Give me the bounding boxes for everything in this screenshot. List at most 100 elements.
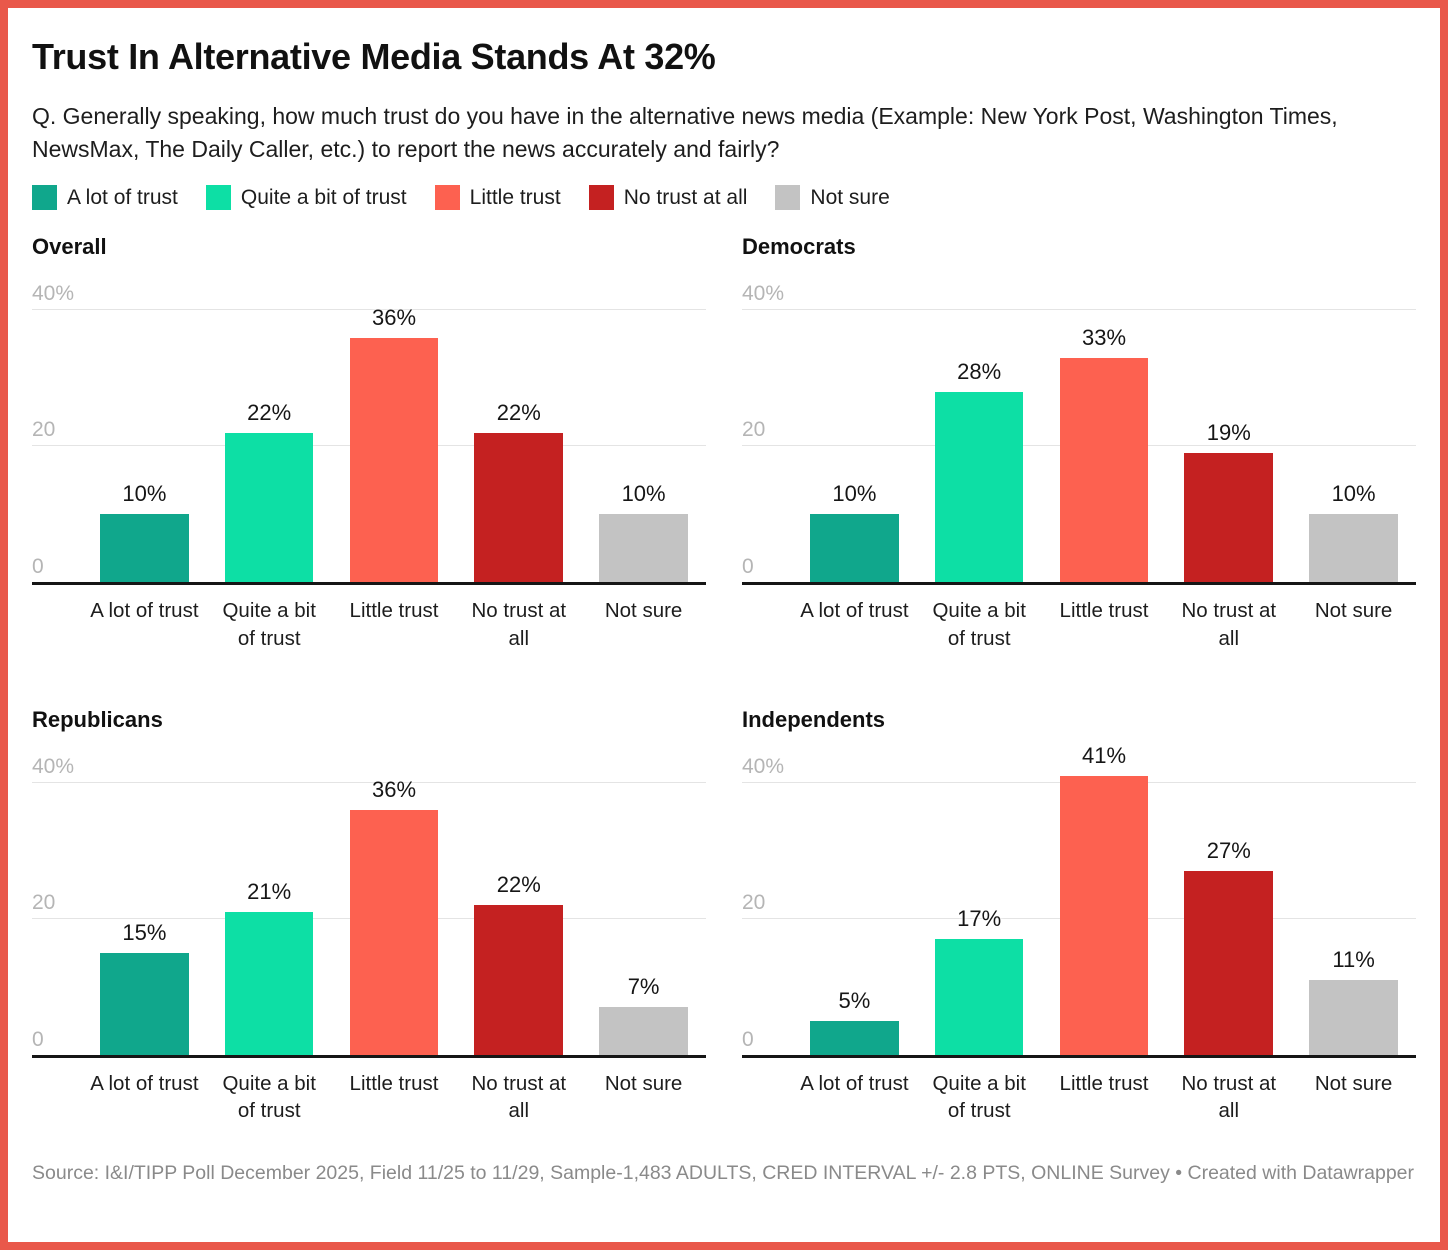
- legend-label: No trust at all: [623, 185, 748, 209]
- bar-columns: 10% 22% 36% 22% 10%: [82, 276, 706, 583]
- bar: [934, 391, 1024, 583]
- y-tick-label: 40%: [742, 754, 785, 778]
- x-category-label: No trust at all: [1181, 1071, 1277, 1123]
- bar-value-label: 27%: [1206, 838, 1251, 864]
- bar: [810, 514, 899, 583]
- panel-democrats: Democrats 0 20 40% 10% 28% 33% 19% 10% A lot of t…: [742, 234, 1416, 652]
- category-labels: A lot of trust Quite a bit of trust Little…: [82, 1070, 706, 1125]
- legend-swatch: [434, 185, 460, 211]
- x-category-label: Little trust: [349, 1071, 439, 1095]
- bar-column: 28%: [917, 276, 1042, 583]
- plot-area: 0 20 40% 15% 21% 36% 22% 7%: [32, 749, 706, 1058]
- legend-item: Quite a bit of trust: [205, 185, 407, 211]
- legend-swatch: [32, 185, 57, 211]
- bar: [1309, 514, 1398, 583]
- panel-overall: Overall 0 20 40% 10% 22% 36% 22% 10% A lot of tru…: [32, 234, 706, 652]
- bar-value-label: 21%: [247, 878, 292, 904]
- legend: A lot of trust Quite a bit of trust Little…: [32, 185, 1416, 211]
- chart-title: Trust In Alternative Media Stands At 32%: [32, 36, 716, 77]
- bar-value-label: 22%: [496, 399, 541, 425]
- y-tick-label: 20: [742, 890, 766, 914]
- x-category-label: A lot of trust: [90, 599, 199, 623]
- x-axis-baseline: [742, 582, 1416, 586]
- bar-column: 41%: [1042, 744, 1167, 1055]
- bar-value-label: 10%: [621, 481, 666, 507]
- source-note: Source: I&I/TIPP Poll December 2025, Fie…: [32, 1162, 1415, 1184]
- charts-grid: Overall 0 20 40% 10% 22% 36% 22% 10% A lot of tru…: [32, 234, 1416, 1125]
- category-labels: A lot of trust Quite a bit of trust Little…: [792, 1070, 1416, 1125]
- bar: [100, 514, 189, 583]
- bar-value-label: 10%: [1331, 481, 1376, 507]
- plot-area: 0 20 40% 10% 22% 36% 22% 10%: [32, 276, 706, 586]
- bar: [474, 905, 564, 1055]
- bar: [1059, 775, 1149, 1055]
- bar: [1309, 979, 1398, 1055]
- bar: [224, 911, 314, 1055]
- y-tick-label: 20: [742, 418, 766, 442]
- y-gridline: [742, 309, 1416, 311]
- legend-swatch: [775, 185, 801, 211]
- x-category-label: A lot of trust: [800, 599, 909, 623]
- x-category-label: Quite a bit of trust: [222, 1071, 316, 1123]
- category-labels: A lot of trust Quite a bit of trust Little…: [82, 597, 706, 652]
- bar-value-label: 15%: [122, 919, 167, 945]
- bar-column: 36%: [332, 749, 457, 1055]
- x-category-label: Not sure: [1314, 599, 1393, 623]
- bar-value-label: 10%: [832, 481, 877, 507]
- bar: [810, 1020, 899, 1055]
- bar-value-label: 5%: [838, 987, 871, 1013]
- y-tick-label: 40%: [32, 754, 75, 778]
- bar-value-label: 10%: [122, 481, 167, 507]
- x-category-label: Quite a bit of trust: [932, 599, 1026, 650]
- y-tick-label: 20: [32, 418, 56, 442]
- bar: [1184, 453, 1274, 583]
- bar: [599, 1007, 688, 1055]
- bar-value-label: 7%: [627, 974, 660, 1000]
- plot-area: 0 20 40% 5% 17% 41% 27% 11%: [742, 744, 1416, 1058]
- bar: [1059, 357, 1149, 583]
- y-gridline: [32, 309, 706, 311]
- x-category-label: Little trust: [1059, 1071, 1149, 1095]
- bar-column: 22%: [456, 749, 581, 1055]
- x-category-label: A lot of trust: [90, 1071, 199, 1095]
- chart-subtitle: Q. Generally speaking, how much trust do…: [32, 103, 1338, 162]
- y-tick-label: 20: [32, 890, 56, 914]
- bar-column: 21%: [207, 749, 332, 1055]
- bar: [599, 514, 688, 583]
- x-axis-baseline: [742, 1054, 1416, 1058]
- panel-title: Independents: [742, 706, 886, 732]
- bar-column: 10%: [792, 276, 917, 583]
- y-tick-label: 0: [32, 1027, 44, 1051]
- legend-item: No trust at all: [588, 185, 748, 211]
- legend-item: Not sure: [775, 185, 890, 211]
- y-tick-label: 0: [32, 555, 44, 579]
- legend-label: Not sure: [810, 185, 890, 209]
- bar-value-label: 22%: [496, 872, 541, 898]
- legend-item: Little trust: [434, 185, 561, 211]
- x-category-label: Little trust: [1059, 599, 1149, 623]
- bar-column: 10%: [1291, 276, 1416, 583]
- x-category-label: No trust at all: [1181, 599, 1277, 650]
- bar-column: 19%: [1166, 276, 1291, 583]
- bar-columns: 5% 17% 41% 27% 11%: [792, 744, 1416, 1055]
- bar-column: 11%: [1291, 749, 1416, 1055]
- panel-republicans: Republicans 0 20 40% 15% 21% 36% 22% 7% A lot of …: [32, 707, 706, 1125]
- bar-value-label: 11%: [1332, 946, 1375, 972]
- bar-column: 22%: [207, 276, 332, 583]
- x-category-label: A lot of trust: [800, 1071, 909, 1095]
- legend-swatch: [588, 185, 614, 211]
- x-category-label: Not sure: [1314, 1071, 1393, 1095]
- x-category-label: Quite a bit of trust: [222, 599, 316, 650]
- legend-swatch: [205, 185, 231, 211]
- legend-label: A lot of trust: [67, 185, 178, 209]
- x-category-label: Not sure: [604, 599, 683, 623]
- legend-label: Little trust: [469, 185, 561, 209]
- bar: [934, 939, 1024, 1055]
- y-gridline: [32, 781, 706, 783]
- legend-item: A lot of trust: [32, 185, 178, 211]
- bar: [224, 432, 314, 583]
- bar-value-label: 22%: [247, 399, 292, 425]
- bar-column: 22%: [456, 276, 581, 583]
- bar-value-label: 36%: [371, 304, 417, 330]
